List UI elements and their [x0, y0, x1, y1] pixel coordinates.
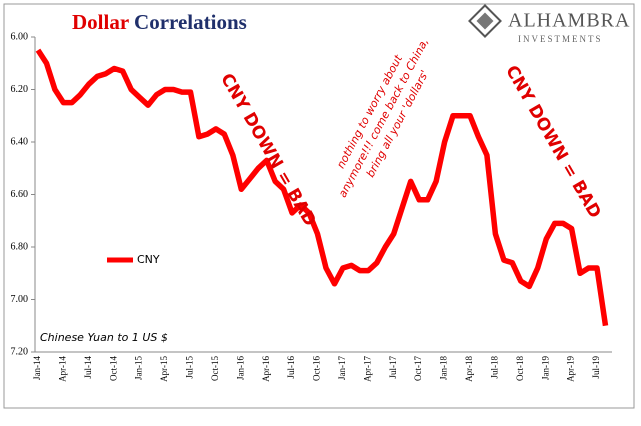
logo-mark — [476, 12, 494, 30]
x-tick-label: Jan-15 — [134, 356, 144, 380]
logo-text: ALHAMBRA — [508, 10, 630, 32]
x-tick-label: Jul-18 — [489, 356, 499, 379]
x-tick-label: Oct-17 — [413, 356, 423, 381]
x-tick-label: Apr-15 — [159, 356, 169, 382]
x-tick-label: Jul-14 — [83, 356, 93, 379]
annotation: CNY DOWN = BAD — [501, 62, 605, 222]
y-tick-label: 6.40 — [11, 136, 29, 147]
title-part: Correlations — [134, 10, 247, 34]
note: Chinese Yuan to 1 US $ — [40, 331, 168, 344]
x-tick-label: Apr-17 — [362, 356, 372, 382]
x-tick-label: Oct-15 — [210, 356, 220, 381]
x-tick-label: Jul-15 — [185, 356, 195, 379]
x-tick-label: Apr-16 — [261, 356, 271, 382]
x-tick-label: Jan-14 — [32, 356, 42, 380]
y-tick-label: 6.00 — [11, 31, 29, 42]
x-tick-label: Apr-18 — [464, 356, 474, 382]
x-tick-label: Apr-14 — [57, 356, 67, 382]
x-tick-label: Jan-16 — [235, 356, 245, 380]
x-tick-label: Jul-17 — [388, 356, 398, 379]
x-tick-label: Jan-17 — [337, 356, 347, 380]
annotation: anymore!!! come back to China, — [336, 36, 431, 200]
x-tick-label: Apr-19 — [566, 356, 576, 382]
y-tick-label: 7.20 — [11, 346, 29, 357]
logo-mark — [468, 4, 502, 38]
y-tick-label: 6.60 — [11, 189, 29, 200]
x-tick-label: Oct-16 — [312, 356, 322, 381]
x-tick-label: Jul-19 — [591, 356, 601, 379]
frame — [3, 3, 635, 409]
x-tick-label: Jan-19 — [540, 356, 550, 380]
logo-subtext: INVESTMENTS — [518, 34, 603, 44]
data-line — [35, 48, 609, 327]
title-part: Dollar — [72, 10, 129, 34]
y-tick-label: 6.80 — [11, 241, 29, 252]
logo: ALHAMBRA INVESTMENTS — [468, 4, 630, 44]
x-tick-label: Oct-14 — [108, 356, 118, 381]
y-tick-label: 6.20 — [11, 84, 29, 95]
legend-label: CNY — [137, 253, 160, 266]
chart-title: Dollar Correlations — [72, 10, 247, 34]
x-tick-label: Jan-18 — [439, 356, 449, 380]
x-tick-label: Jul-16 — [286, 356, 296, 379]
y-tick-label: 7.00 — [11, 294, 29, 305]
x-tick-label: Oct-18 — [515, 356, 525, 381]
